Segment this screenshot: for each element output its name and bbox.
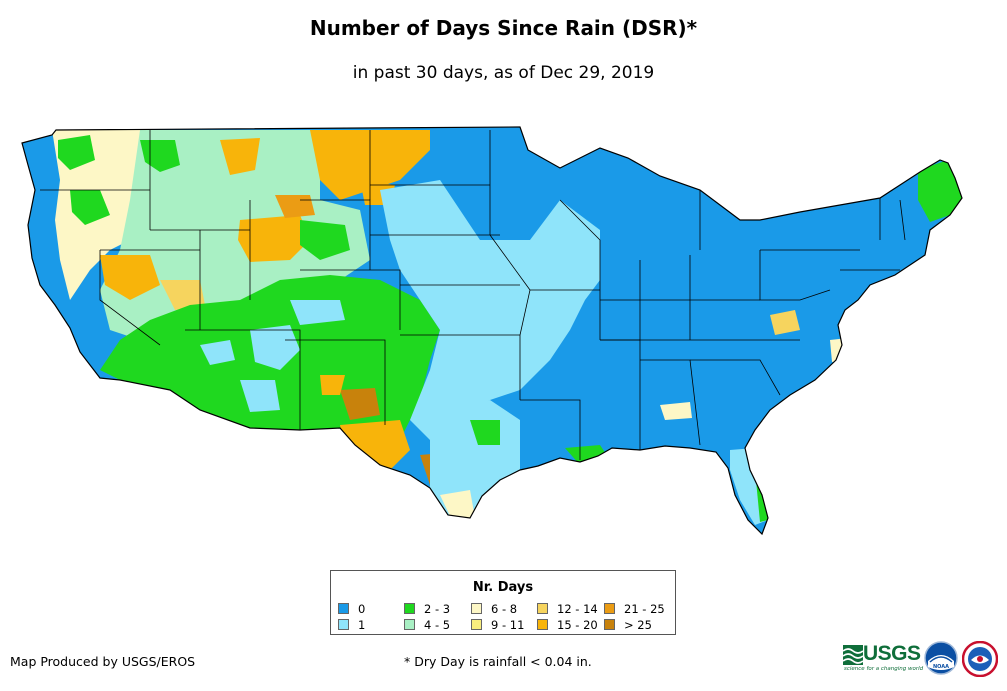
legend-item-4: 6 - 8: [471, 603, 517, 617]
legend-swatch-5: [471, 619, 482, 630]
legend-label-4: 6 - 8: [491, 602, 518, 616]
legend-item-0: 0: [338, 603, 365, 617]
legend-swatch-1: [338, 619, 349, 630]
legend-label-3: 4 - 5: [424, 618, 451, 632]
legend-label-8: 21 - 25: [624, 602, 665, 616]
usgs-logo: USGS science for a changing world: [843, 642, 923, 674]
legend-label-7: 15 - 20: [557, 618, 598, 632]
legend-title: Nr. Days: [472, 580, 534, 595]
dsr-color-regions: [22, 127, 962, 534]
legend-item-3: 4 - 5: [404, 619, 450, 633]
usgs-tagline: science for a changing world: [844, 666, 924, 672]
usgs-wordmark: USGS: [863, 642, 921, 665]
legend-item-6: 12 - 14: [537, 603, 598, 617]
legend-swatch-3: [404, 619, 415, 630]
state-boundaries: [40, 130, 906, 460]
legend-item-2: 2 - 3: [404, 603, 450, 617]
legend-label-9: > 25: [624, 618, 652, 632]
credit-text: Map Produced by USGS/EROS: [10, 654, 196, 669]
legend-swatch-7: [537, 619, 548, 630]
legend-label-2: 2 - 3: [424, 602, 451, 616]
noaa-logo-icon: NOAA: [924, 641, 958, 675]
legend-item-8: 21 - 25: [604, 603, 665, 617]
legend-swatch-9: [604, 619, 615, 630]
legend-label-6: 12 - 14: [557, 602, 598, 616]
legend-item-9: > 25: [604, 619, 652, 633]
legend-item-7: 15 - 20: [537, 619, 598, 633]
legend-label-5: 9 - 11: [491, 618, 525, 632]
legend-swatch-6: [537, 603, 548, 614]
map-title: Number of Days Since Rain (DSR)*: [309, 16, 698, 40]
usgs-wave-icon: [843, 645, 863, 665]
noaa-text: NOAA: [933, 664, 949, 670]
nws-logo-icon: [962, 641, 998, 677]
legend-swatch-4: [471, 603, 482, 614]
legend-label-1: 1: [358, 618, 366, 632]
legend-label-0: 0: [358, 602, 366, 616]
legend-swatch-8: [604, 603, 615, 614]
dry-day-note: * Dry Day is rainfall < 0.04 in.: [404, 654, 592, 669]
legend: Nr. Days 0 1 2 - 3 4 - 5 6 - 8 9 - 11 12…: [330, 570, 676, 635]
legend-item-5: 9 - 11: [471, 619, 524, 633]
legend-item-1: 1: [338, 619, 365, 633]
legend-swatch-0: [338, 603, 349, 614]
map-subtitle: in past 30 days, as of Dec 29, 2019: [352, 63, 655, 83]
legend-swatch-2: [404, 603, 415, 614]
